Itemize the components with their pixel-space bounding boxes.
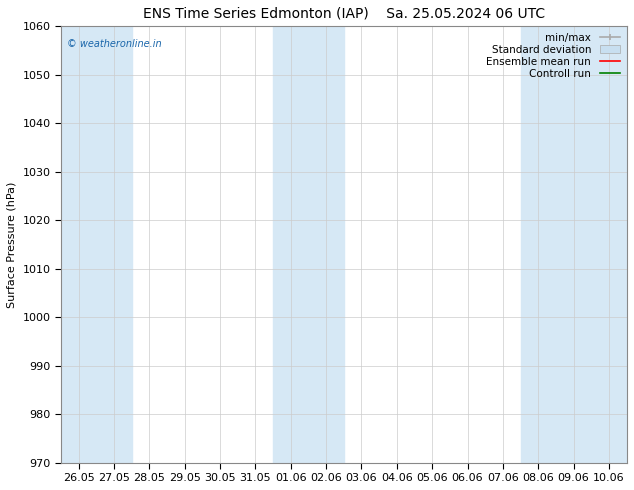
Bar [61, 26, 132, 463]
Legend: min/max, Standard deviation, Ensemble mean run, Controll run: min/max, Standard deviation, Ensemble me… [482, 28, 624, 83]
Y-axis label: Surface Pressure (hPa): Surface Pressure (hPa) [7, 181, 17, 308]
Text: © weatheronline.in: © weatheronline.in [67, 39, 161, 49]
Title: ENS Time Series Edmonton (IAP)    Sa. 25.05.2024 06 UTC: ENS Time Series Edmonton (IAP) Sa. 25.05… [143, 7, 545, 21]
Bar [521, 26, 626, 463]
Bar [273, 26, 344, 463]
